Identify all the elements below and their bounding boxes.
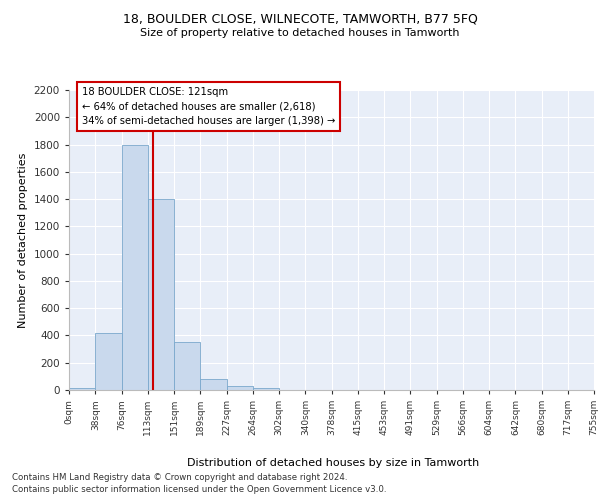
- Bar: [200, 379, 227, 390]
- Bar: [69, 388, 95, 390]
- Text: Contains public sector information licensed under the Open Government Licence v3: Contains public sector information licen…: [12, 485, 386, 494]
- Y-axis label: Number of detached properties: Number of detached properties: [18, 152, 28, 328]
- Text: 18 BOULDER CLOSE: 121sqm
← 64% of detached houses are smaller (2,618)
34% of sem: 18 BOULDER CLOSE: 121sqm ← 64% of detach…: [82, 86, 335, 126]
- Text: Distribution of detached houses by size in Tamworth: Distribution of detached houses by size …: [187, 458, 479, 468]
- Text: Contains HM Land Registry data © Crown copyright and database right 2024.: Contains HM Land Registry data © Crown c…: [12, 472, 347, 482]
- Bar: [174, 342, 200, 390]
- Bar: [122, 144, 148, 390]
- Bar: [148, 199, 174, 390]
- Bar: [95, 332, 122, 390]
- Text: 18, BOULDER CLOSE, WILNECOTE, TAMWORTH, B77 5FQ: 18, BOULDER CLOSE, WILNECOTE, TAMWORTH, …: [122, 12, 478, 26]
- Text: Size of property relative to detached houses in Tamworth: Size of property relative to detached ho…: [140, 28, 460, 38]
- Bar: [227, 386, 253, 390]
- Bar: [253, 388, 279, 390]
